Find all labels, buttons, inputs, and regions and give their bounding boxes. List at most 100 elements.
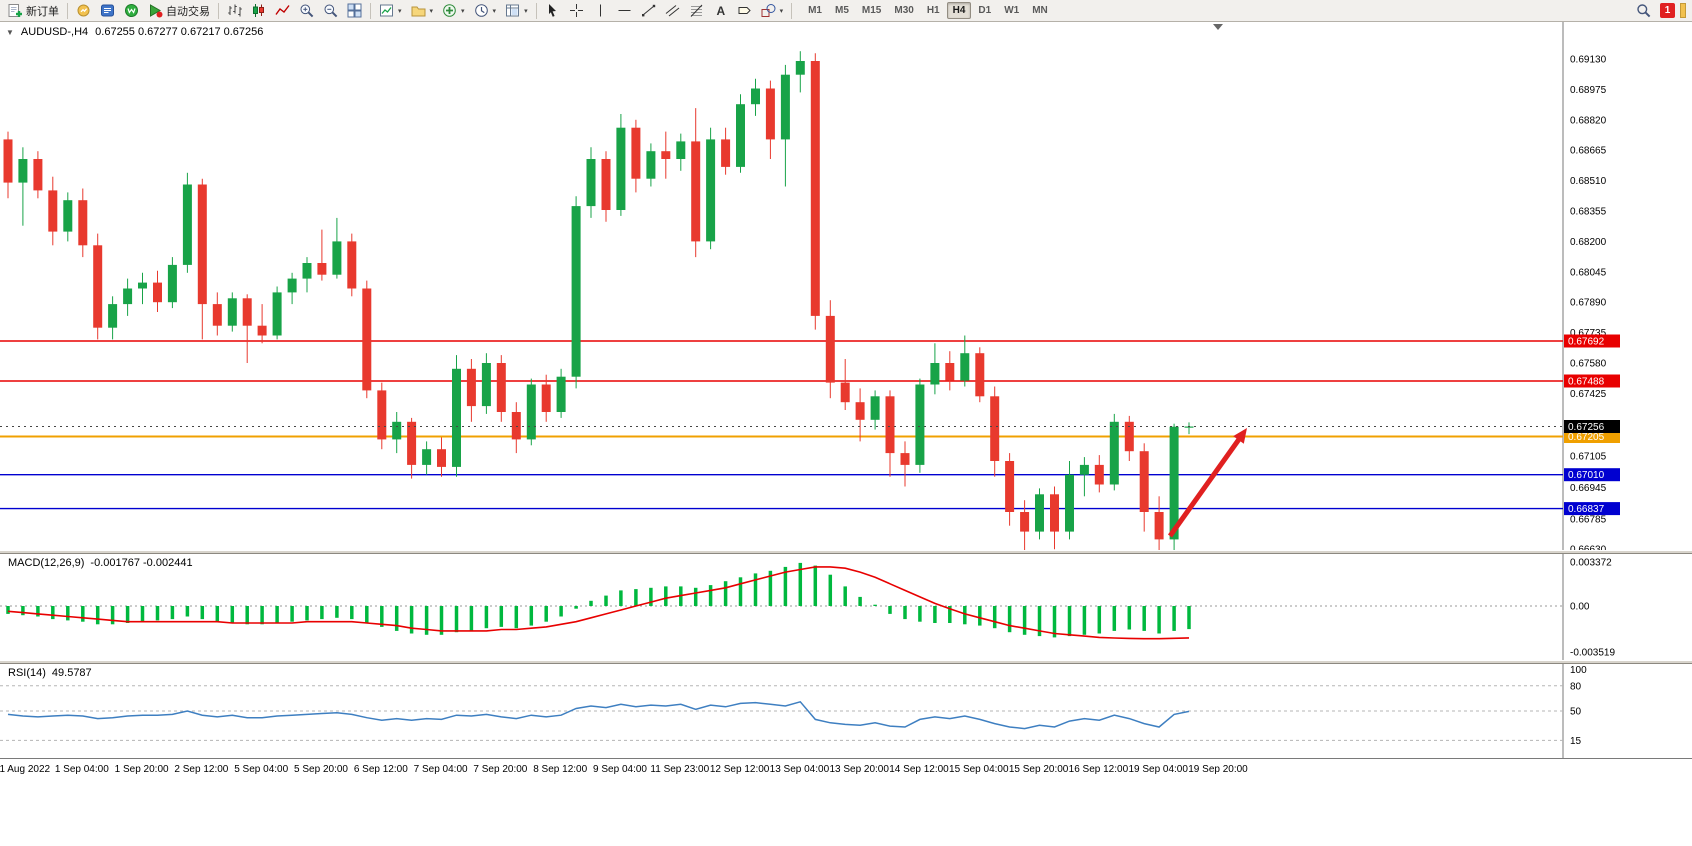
trendline-tool-button[interactable] — [637, 1, 660, 20]
svg-text:0.68355: 0.68355 — [1570, 207, 1607, 218]
chevron-down-icon: ▾ — [461, 7, 465, 15]
collapse-arrow-icon[interactable]: ▼ — [6, 27, 14, 37]
profiles-button[interactable]: ▾ — [407, 1, 438, 20]
periods-button[interactable]: ▾ — [470, 1, 501, 20]
horizontal-line-icon — [618, 10, 631, 11]
main-chart-panel[interactable]: 0.69130 0.68975 0.68820 0.68665 0.68510 0.683… — [0, 22, 1692, 550]
clipped-toolbar-icon[interactable] — [1680, 3, 1686, 18]
notification-badge[interactable]: 1 — [1660, 3, 1675, 18]
macd-signal-line — [7, 566, 1190, 640]
trendline-icon — [641, 4, 655, 17]
label-tool-button[interactable] — [733, 1, 756, 20]
periods-clock-icon — [474, 4, 488, 17]
new-chart-icon — [380, 4, 393, 17]
chevron-down-icon: ▾ — [779, 7, 784, 15]
timeframe-h1-button[interactable]: H1 — [926, 5, 940, 16]
horizontal-level-lines — [0, 340, 1563, 510]
time-label: 19 Sep 20:00 — [1188, 764, 1248, 775]
time-label: 11 Sep 23:00 — [650, 764, 710, 775]
vertical-line-icon — [599, 4, 601, 17]
chart-window: 0.69130 0.68975 0.68820 0.68665 0.68510 0.683… — [0, 22, 1692, 846]
svg-text:0.68975: 0.68975 — [1570, 85, 1607, 96]
news-button[interactable] — [96, 1, 119, 20]
candlestick-chart-button[interactable] — [247, 1, 270, 20]
rsi-label: RSI(14) 49.5787 — [8, 667, 92, 679]
chart-shift-marker — [1213, 24, 1223, 30]
svg-text:0.66785: 0.66785 — [1570, 514, 1607, 525]
autotrading-icon — [150, 4, 163, 18]
search-icon — [1637, 4, 1651, 18]
community-button[interactable] — [120, 1, 143, 20]
price-axis[interactable] — [1563, 22, 1692, 758]
price-line-label: 0.67488 — [1564, 374, 1620, 388]
text-icon: A — [716, 4, 725, 18]
indicators-button[interactable]: ▾ — [438, 1, 469, 20]
line-chart-button[interactable] — [271, 1, 294, 20]
timeframe-m5-button[interactable]: M5 — [835, 5, 849, 16]
crosshair-tool-button[interactable] — [565, 1, 588, 20]
timeframe-d1-button[interactable]: D1 — [978, 5, 992, 16]
rsi-svg: 100 80 50 15 — [0, 664, 1587, 758]
cursor-tool-button[interactable] — [541, 1, 564, 20]
horizontal-line-tool-button[interactable] — [613, 1, 636, 20]
toolbar-separator — [67, 2, 68, 19]
time-label: 6 Sep 12:00 — [353, 764, 408, 775]
rsi-panel[interactable]: 100 80 50 15 RSI(14) 49.5787 — [0, 664, 1692, 758]
autotrading-button[interactable]: 自动交易 — [144, 1, 214, 20]
panel-splitter[interactable] — [0, 660, 1692, 664]
svg-text:0.69130: 0.69130 — [1570, 55, 1607, 66]
news-icon — [101, 4, 114, 17]
shapes-tool-button[interactable]: ▾ — [757, 1, 788, 20]
timeframe-mn-button[interactable]: MN — [1032, 5, 1048, 16]
macd-values: -0.001767 -0.002441 — [90, 557, 193, 569]
new-order-button[interactable]: 新订单 — [4, 1, 63, 20]
bar-chart-icon — [228, 4, 242, 17]
timeframe-h4-button[interactable]: H4 — [946, 2, 972, 19]
svg-text:0.67425: 0.67425 — [1570, 389, 1607, 400]
bar-chart-button[interactable] — [223, 1, 246, 20]
timeframe-m30-button[interactable]: M30 — [894, 5, 914, 16]
profiles-icon — [411, 6, 426, 17]
svg-text:0.00: 0.00 — [1570, 602, 1590, 613]
tile-windows-icon — [347, 3, 362, 18]
svg-text:0.67010: 0.67010 — [1568, 470, 1605, 481]
zoom-out-button[interactable] — [319, 1, 342, 20]
chevron-down-icon: ▾ — [492, 7, 497, 15]
toolbar-separator — [535, 2, 537, 19]
timeframe-m15-button[interactable]: M15 — [861, 5, 882, 16]
channel-tool-button[interactable] — [661, 1, 684, 20]
panel-splitter[interactable] — [0, 550, 1692, 554]
time-label: 7 Sep 20:00 — [473, 764, 528, 775]
tile-windows-button[interactable] — [343, 1, 366, 20]
time-label: 1 Sep 04:00 — [54, 764, 109, 775]
timeframe-w1-button[interactable]: W1 — [1004, 5, 1020, 16]
price-line-label: 0.67010 — [1564, 468, 1620, 482]
search-button[interactable] — [1632, 1, 1655, 20]
zoom-in-button[interactable] — [295, 1, 318, 20]
svg-text:0.66837: 0.66837 — [1568, 504, 1605, 515]
indicators-icon — [443, 4, 456, 17]
symbol-period-label: AUDUSD-,H4 — [20, 26, 89, 38]
fibonacci-tool-button[interactable] — [685, 1, 708, 20]
chevron-down-icon: ▾ — [398, 7, 402, 15]
time-label: 16 Sep 12:00 — [1068, 764, 1129, 775]
price-line-label: 0.66837 — [1564, 502, 1620, 516]
new-chart-button[interactable]: ▾ — [375, 1, 406, 20]
svg-text:0.68820: 0.68820 — [1570, 115, 1607, 126]
svg-text:50: 50 — [1570, 707, 1582, 718]
toolbar-right-group: 1 — [1632, 1, 1688, 20]
templates-button[interactable]: ▾ — [501, 1, 532, 20]
svg-text:0.003372: 0.003372 — [1570, 558, 1612, 569]
toolbar-separator — [791, 2, 793, 19]
text-tool-button[interactable]: A — [709, 1, 732, 20]
vertical-line-tool-button[interactable] — [589, 1, 612, 20]
time-label: 15 Sep 04:00 — [949, 764, 1009, 775]
line-chart-icon — [275, 5, 290, 15]
main-chart-svg: 0.69130 0.68975 0.68820 0.68665 0.68510 0.683… — [0, 22, 1620, 550]
svg-text:0.67890: 0.67890 — [1570, 298, 1607, 309]
svg-text:0.68665: 0.68665 — [1570, 146, 1607, 157]
timeframe-m1-button[interactable]: M1 — [808, 5, 822, 16]
macd-panel[interactable]: 0.003372 0.00 -0.003519 MACD(12,26,9) -0.00… — [0, 554, 1692, 660]
guide-button[interactable] — [72, 1, 95, 20]
